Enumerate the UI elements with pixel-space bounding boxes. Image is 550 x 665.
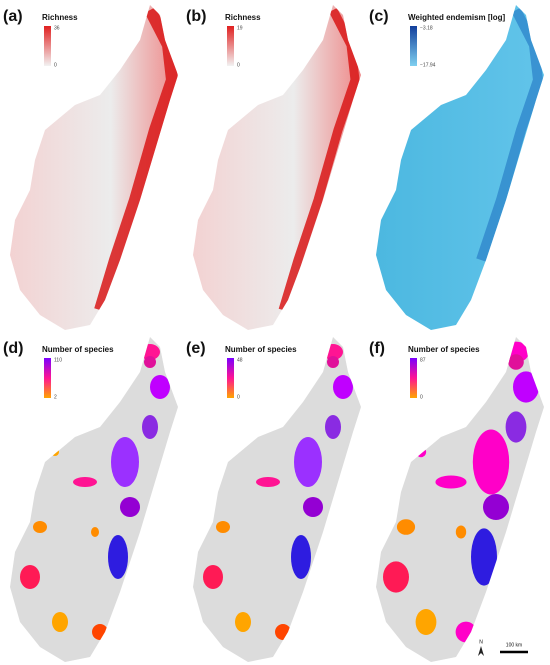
protected-area xyxy=(472,429,510,495)
legend-max: 87 xyxy=(420,357,426,363)
protected-area xyxy=(203,565,223,589)
protected-area xyxy=(435,475,467,489)
legend-max: 36 xyxy=(54,25,60,31)
protected-area xyxy=(327,356,339,368)
map-panel: (b) Richness 19 0 xyxy=(186,5,361,330)
protected-area xyxy=(275,624,291,640)
protected-area xyxy=(483,494,509,520)
legend-title: Weighted endemism [log] xyxy=(408,13,506,22)
island xyxy=(193,5,361,330)
north-arrow xyxy=(478,646,484,656)
legend-max: 19 xyxy=(237,25,243,31)
map-panel: (c) Weighted endemism [log] −3.18 −17.94 xyxy=(369,5,544,330)
legend-title: Number of species xyxy=(225,345,297,354)
map-panel: (a) Richness 36 0 xyxy=(3,5,178,330)
protected-area xyxy=(92,624,108,640)
legend-title: Number of species xyxy=(42,345,114,354)
panel-label: (e) xyxy=(186,340,206,357)
legend-min: −17.94 xyxy=(420,62,436,68)
protected-area xyxy=(333,375,353,399)
protected-area xyxy=(415,609,437,635)
protected-area xyxy=(216,521,230,533)
protected-area xyxy=(471,528,497,586)
map-overlay xyxy=(20,344,170,640)
island xyxy=(376,5,544,330)
protected-area xyxy=(111,437,139,487)
protected-area xyxy=(144,356,156,368)
protected-area xyxy=(51,448,59,456)
legend-max: 110 xyxy=(54,357,62,363)
scale-label: 100 km xyxy=(506,642,522,648)
legend-min: 0 xyxy=(237,62,240,68)
protected-area xyxy=(303,497,323,517)
legend-bar xyxy=(410,358,417,398)
map-panel: (e) Number of species 48 0 xyxy=(186,337,361,662)
protected-area xyxy=(73,477,97,487)
protected-area xyxy=(455,525,467,539)
protected-area xyxy=(108,535,128,579)
protected-area xyxy=(294,437,322,487)
protected-area xyxy=(383,561,409,593)
legend-title: Richness xyxy=(42,13,78,22)
protected-area xyxy=(396,519,416,535)
protected-area xyxy=(505,411,527,443)
island xyxy=(10,5,178,330)
protected-area xyxy=(235,612,251,632)
protected-area xyxy=(120,497,140,517)
legend-bar xyxy=(44,26,51,66)
protected-area xyxy=(150,375,170,399)
protected-area xyxy=(20,565,40,589)
protected-area xyxy=(33,521,47,533)
legend-min: 0 xyxy=(54,62,57,68)
protected-area xyxy=(325,415,341,439)
map-panel: (f) Number of species 87 0 xyxy=(369,337,544,662)
panel-label: (f) xyxy=(369,340,385,357)
panel-label: (b) xyxy=(186,8,206,25)
panel-label: (c) xyxy=(369,8,389,25)
legend-bar xyxy=(410,26,417,66)
protected-area xyxy=(508,354,524,370)
protected-area xyxy=(513,371,539,403)
legend-title: Number of species xyxy=(408,345,480,354)
legend-bar xyxy=(227,26,234,66)
north-label: N xyxy=(479,639,483,645)
legend-max: −3.18 xyxy=(420,25,433,31)
legend-title: Richness xyxy=(225,13,261,22)
panel-label: (d) xyxy=(3,340,23,357)
protected-area xyxy=(91,527,99,537)
legend-min: 0 xyxy=(420,394,423,400)
legend-max: 48 xyxy=(237,357,243,363)
legend-bar xyxy=(227,358,234,398)
scale-bar: 100 km N xyxy=(478,639,528,656)
protected-area xyxy=(291,535,311,579)
protected-area xyxy=(52,612,68,632)
protected-area xyxy=(455,621,477,643)
map-panel: (d) Number of species 110 2 xyxy=(3,337,178,662)
legend-bar xyxy=(44,358,51,398)
panel-label: (a) xyxy=(3,8,23,25)
legend-min: 0 xyxy=(237,394,240,400)
legend-min: 2 xyxy=(54,394,57,400)
protected-area xyxy=(256,477,280,487)
protected-area xyxy=(142,415,158,439)
protected-area xyxy=(415,446,427,458)
